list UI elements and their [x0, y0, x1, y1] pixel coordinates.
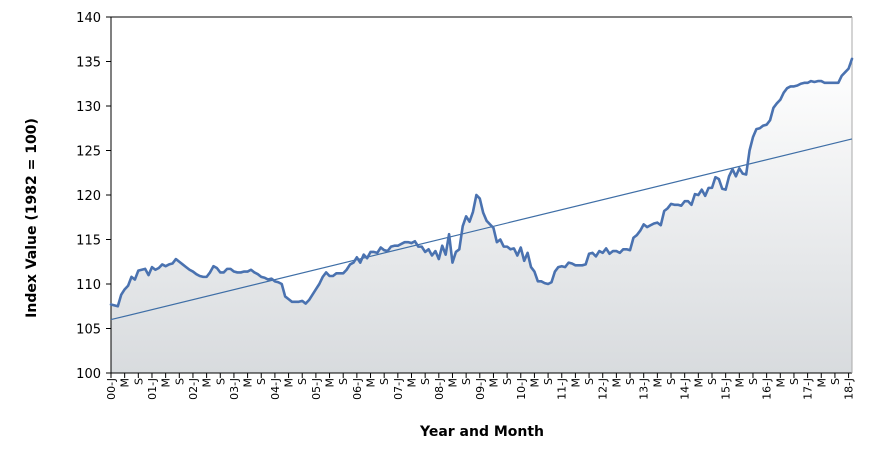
- y-tick-label: 120: [76, 189, 101, 204]
- x-tick-label: M: [119, 378, 132, 388]
- x-tick-label: S: [829, 378, 842, 385]
- x-tick-label: M: [405, 378, 418, 388]
- x-tick-label: S: [255, 378, 268, 385]
- x-tick-label: S: [788, 378, 801, 385]
- y-tick-label: 105: [76, 323, 101, 338]
- x-tick-label: S: [706, 378, 719, 385]
- y-tick-label: 125: [76, 145, 101, 160]
- y-tick-label: 130: [76, 100, 101, 115]
- x-tick-label: 01-J: [146, 378, 159, 400]
- x-axis-title: Year and Month: [419, 424, 544, 440]
- x-tick-label: 02-J: [187, 378, 200, 400]
- x-tick-label: M: [487, 378, 500, 388]
- x-tick-label: S: [132, 378, 145, 385]
- x-tick-label: M: [242, 378, 255, 388]
- trend-line: [110, 138, 853, 321]
- y-tick-label: 140: [76, 11, 101, 26]
- x-tick-label: 10-J: [515, 378, 528, 400]
- x-tick-label: S: [747, 378, 760, 385]
- x-tick-label: S: [460, 378, 473, 385]
- x-tick-label: 15-J: [720, 378, 733, 400]
- x-tick-label: S: [501, 378, 514, 385]
- x-tick-label: 11-J: [556, 378, 569, 400]
- x-tick-label: M: [446, 378, 459, 388]
- x-tick-label: 16-J: [761, 378, 774, 400]
- x-tick-label: 18-J: [843, 378, 856, 400]
- y-tick-label: 115: [76, 234, 101, 249]
- x-tick-label: M: [324, 378, 337, 388]
- x-tick-label: S: [337, 378, 350, 385]
- y-tick-label: 100: [76, 367, 101, 382]
- x-tick-label: S: [624, 378, 637, 385]
- x-tick-label: M: [569, 378, 582, 388]
- index-series-line: [109, 57, 854, 308]
- x-tick-label: 07-J: [392, 378, 405, 400]
- x-tick-label: S: [296, 378, 309, 385]
- x-tick-label: M: [283, 378, 296, 388]
- x-tick-label: M: [610, 378, 623, 388]
- x-tick-label: 03-J: [228, 378, 241, 400]
- x-tick-label: M: [815, 378, 828, 388]
- x-tick-label: 08-J: [433, 378, 446, 400]
- x-tick-label: 14-J: [679, 378, 692, 400]
- x-tick-label: S: [542, 378, 555, 385]
- x-tick-label: M: [160, 378, 173, 388]
- y-tick-label: 135: [76, 56, 101, 71]
- x-tick-label: M: [774, 378, 787, 388]
- x-tick-label: M: [733, 378, 746, 388]
- x-tick-label: 12-J: [597, 378, 610, 400]
- x-tick-label: 09-J: [474, 378, 487, 400]
- x-tick-label: 17-J: [802, 378, 815, 400]
- x-tick-label: S: [173, 378, 186, 385]
- x-tick-label: 13-J: [638, 378, 651, 400]
- x-tick-label: 04-J: [269, 378, 282, 400]
- x-tick-label: M: [692, 378, 705, 388]
- x-tick-label: S: [419, 378, 432, 385]
- y-tick-label: 110: [76, 278, 101, 293]
- x-tick-label: S: [583, 378, 596, 385]
- x-tick-label: M: [651, 378, 664, 388]
- x-tick-label: M: [528, 378, 541, 388]
- area-fill: [111, 58, 852, 373]
- x-tick-label: M: [365, 378, 378, 388]
- y-axis-title: Index Value (1982 = 100): [24, 118, 40, 318]
- x-tick-label: M: [201, 378, 214, 388]
- x-tick-label: 00-J: [105, 378, 118, 400]
- x-tick-label: S: [214, 378, 227, 385]
- x-tick-label: S: [378, 378, 391, 385]
- x-tick-label: 05-J: [310, 378, 323, 400]
- x-tick-label: S: [665, 378, 678, 385]
- x-tick-label: 06-J: [351, 378, 364, 400]
